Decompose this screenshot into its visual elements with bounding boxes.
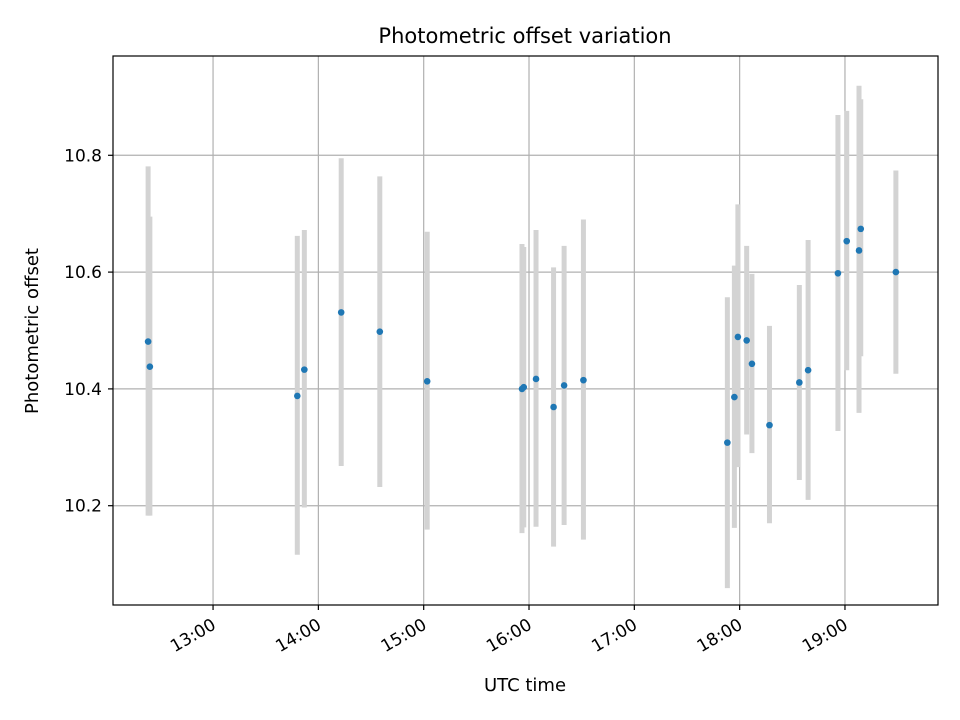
data-point [337,309,345,316]
data-point [550,403,557,411]
data-point [376,328,384,335]
y-axis-ticks: 10.2 10.4 10.6 10.8 [64,146,113,517]
data-point [294,392,301,400]
x-axis-label: UTC time [484,675,566,696]
data-point [743,337,750,344]
data-points [144,225,900,446]
data-point [560,382,568,389]
y-tick-label: 10.8 [64,146,102,166]
plot-frame [112,55,939,606]
data-point [804,366,812,374]
data-point [834,269,842,277]
data-point [843,237,851,245]
data-point [857,225,865,233]
y-tick-label: 10.6 [64,263,102,283]
data-point [748,360,756,368]
data-point [146,363,154,371]
data-point [724,439,731,446]
data-point [423,378,431,385]
data-point [734,333,742,341]
data-point [855,247,863,254]
y-axis-label: Photometric offset [22,248,43,414]
data-point [766,421,773,429]
data-point [532,375,540,383]
data-point [301,366,308,373]
data-point [520,383,528,391]
data-point [580,376,587,384]
data-point [144,338,152,345]
y-tick-label: 10.2 [64,497,102,517]
y-tick-label: 10.4 [64,380,102,400]
data-point [731,393,738,401]
data-point [892,268,900,276]
data-point [796,379,803,386]
chart-title: Photometric offset variation [378,24,671,48]
